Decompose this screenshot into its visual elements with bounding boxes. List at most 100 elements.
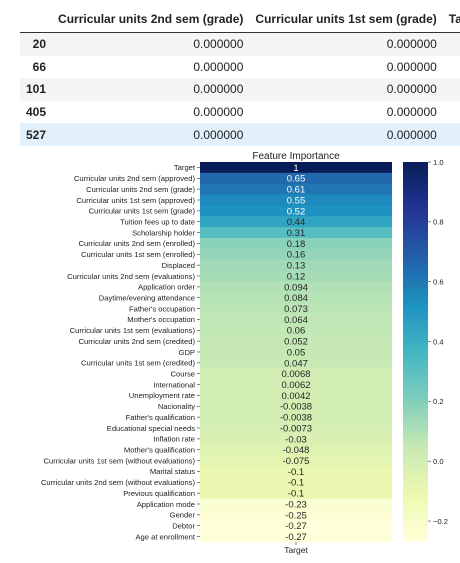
cell-target: 1	[443, 123, 460, 146]
y-tick-label: Curricular units 2nd sem (credited)	[79, 337, 196, 346]
heatmap-cell	[200, 433, 392, 445]
heatmap-cell-label: 0.13	[287, 261, 306, 272]
feature-importance-heatmap: Feature Importance 1 Target 0.65 Curricular…	[41, 151, 448, 555]
heatmap-rows: 1 Target 0.65 Curricular units 2nd sem (app…	[41, 162, 392, 545]
colorbar	[403, 162, 428, 542]
y-tick-label: Age at enrollment	[135, 532, 195, 541]
heatmap-cell-label: 0.16	[287, 250, 306, 261]
heatmap-cell	[200, 466, 392, 478]
y-tick-label: Father's qualification	[126, 413, 195, 422]
cell-1st-sem-grade: 0.000000	[386, 105, 437, 120]
y-tick-label: Curricular units 1st sem (credited)	[81, 359, 195, 368]
y-tick-label: Marital status	[150, 467, 195, 476]
heatmap-cell-label: -0.1	[288, 467, 304, 478]
cell-1st-sem-grade: 0.000000	[386, 59, 437, 74]
heatmap-cell	[200, 444, 392, 456]
y-tick-label: Curricular units 1st sem (enrolled)	[81, 250, 195, 259]
heatmap-cell-label: -0.03	[285, 434, 307, 445]
y-tick-label: Gender	[170, 511, 196, 520]
cell-2nd-sem-grade: 0.000000	[193, 59, 244, 74]
y-tick-label: Application mode	[137, 500, 195, 509]
table-header-index	[20, 6, 52, 33]
y-tick-label: Curricular units 1st sem (approved)	[76, 196, 195, 205]
y-tick-label: Inflation rate	[153, 435, 195, 444]
table-row: 20 0.000000 0.000000 1	[20, 32, 460, 56]
y-tick-label: Father's occupation	[129, 304, 195, 313]
heatmap-cell-label: 0.094	[284, 282, 308, 293]
heatmap-cell	[200, 509, 392, 521]
heatmap-cell-label: -0.27	[285, 532, 307, 543]
heatmap-cell-label: 0.084	[284, 293, 308, 304]
heatmap-cell	[200, 194, 392, 206]
colorbar-tick-label: −0.2	[433, 517, 448, 526]
heatmap-cell-label: 0.55	[287, 195, 306, 206]
heatmap-cell	[200, 487, 392, 499]
colorbar-tick-label: 1.0	[433, 158, 444, 167]
heatmap-cell	[200, 324, 392, 337]
heatmap-cell	[200, 455, 392, 467]
heatmap-cell-label: 1	[293, 163, 298, 174]
heatmap-cell-label: -0.1	[288, 478, 304, 489]
heatmap-cell	[200, 270, 392, 282]
heatmap-cell-label: 0.05	[287, 347, 306, 358]
heatmap-cell-label: 0.31	[287, 228, 306, 239]
heatmap-cell	[200, 379, 392, 391]
table-row: 527 0.000000 0.000000 1	[20, 123, 460, 146]
heatmap-cell	[200, 259, 392, 271]
y-tick-label: Target	[174, 163, 196, 172]
y-tick-label: Curricular units 2nd sem (without evalua…	[41, 478, 196, 487]
heatmap-cell-label: 0.61	[287, 185, 306, 196]
heatmap-cell-label: 0.0068	[281, 369, 310, 380]
y-tick-label: Previous qualification	[123, 489, 195, 498]
heatmap-cell	[200, 281, 392, 293]
cell-target: 1	[443, 101, 460, 124]
heatmap-cell	[200, 520, 392, 532]
heatmap-cell-label: 0.047	[284, 358, 308, 369]
heatmap-cell-label: 0.12	[287, 271, 306, 282]
table-header-col-1st-sem-grade: Curricular units 1st sem (grade)	[255, 12, 437, 26]
colorbar-tick-label: 0.6	[433, 277, 444, 286]
heatmap-cell	[200, 531, 392, 543]
y-tick-label: Scholarship holder	[132, 228, 195, 237]
heatmap-cell	[200, 368, 392, 380]
table-header-row: Curricular units 2nd sem (grade) Curricu…	[20, 6, 460, 33]
heatmap-cell	[200, 476, 392, 489]
data-table: Curricular units 2nd sem (grade) Curricu…	[20, 6, 460, 146]
heatmap-cell-label: -0.25	[285, 510, 307, 521]
heatmap-cell-label: -0.1	[288, 489, 304, 500]
y-tick-label: Mother's occupation	[127, 315, 195, 324]
heatmap-cell	[200, 314, 392, 326]
heatmap-cell	[200, 357, 392, 369]
heatmap-cell-label: -0.048	[283, 445, 310, 456]
y-tick-label: Curricular units 2nd sem (evaluations)	[67, 272, 195, 281]
heatmap-cell	[200, 183, 392, 195]
cell-2nd-sem-grade: 0.000000	[193, 37, 244, 52]
heatmap-cell-label: -0.0038	[280, 402, 312, 413]
heatmap-cell-label: -0.0073	[280, 423, 312, 434]
table-row: 101 0.000000 0.000000 1	[20, 78, 460, 101]
y-tick-label: Curricular units 1st sem (grade)	[89, 207, 196, 216]
y-tick-label: Curricular units 1st sem (without evalua…	[43, 456, 195, 465]
colorbar-tick-label: 0.2	[433, 397, 444, 406]
heatmap-cell-label: 0.52	[287, 206, 306, 217]
heatmap-cell	[200, 248, 392, 261]
heatmap-cell	[200, 216, 392, 228]
heatmap-cell	[200, 411, 392, 423]
y-tick-label: Unemployment rate	[129, 391, 195, 400]
heatmap-cell-label: 0.44	[287, 217, 306, 228]
row-index: 527	[26, 127, 47, 142]
y-tick-label: Application order	[138, 283, 195, 292]
heatmap-cell-label: -0.27	[285, 521, 307, 532]
heatmap-cell-label: 0.06	[287, 326, 306, 337]
cell-2nd-sem-grade: 0.000000	[193, 105, 244, 120]
y-tick-label: Curricular units 2nd sem (grade)	[86, 185, 195, 194]
cell-1st-sem-grade: 0.000000	[386, 37, 437, 52]
heatmap-cell-label: 0.064	[284, 315, 308, 326]
heatmap-cell-label: -0.0038	[280, 413, 312, 424]
y-tick-label: Curricular units 2nd sem (approved)	[74, 174, 196, 183]
row-index: 101	[26, 82, 47, 97]
cell-2nd-sem-grade: 0.000000	[193, 127, 244, 142]
heatmap-cell-label: -0.075	[283, 456, 310, 467]
heatmap-cell	[200, 498, 392, 510]
colorbar-tick-label: 0.8	[433, 218, 444, 227]
